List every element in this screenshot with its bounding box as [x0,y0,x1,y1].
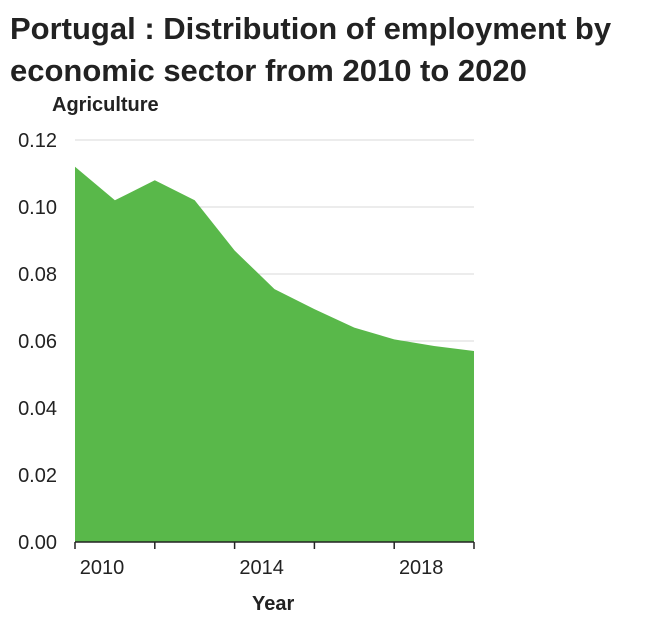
chart-title: Portugal : Distribution of employment by… [10,11,612,88]
x-tick-label: 2018 [399,557,444,579]
x-tick-label: 2014 [239,557,284,579]
x-tick-labels: 2010 2014 2018 [80,557,444,579]
x-axis-label: Year [252,593,295,615]
y-axis-label: Agriculture [52,94,159,116]
y-tick-labels: 0.00 0.02 0.04 0.06 0.08 0.10 0.12 [18,130,57,554]
y-tick-label: 0.06 [18,331,57,353]
y-tick-label: 0.02 [18,465,57,487]
area-layer [75,166,474,543]
x-tick-label: 2010 [80,557,125,579]
y-tick-label: 0.08 [18,264,57,286]
y-tick-label: 0.12 [18,130,57,152]
area-series-agriculture [75,166,474,543]
axes [74,541,475,549]
y-tick-label: 0.10 [18,197,57,219]
y-tick-label: 0.00 [18,532,57,554]
y-tick-label: 0.04 [18,398,57,420]
